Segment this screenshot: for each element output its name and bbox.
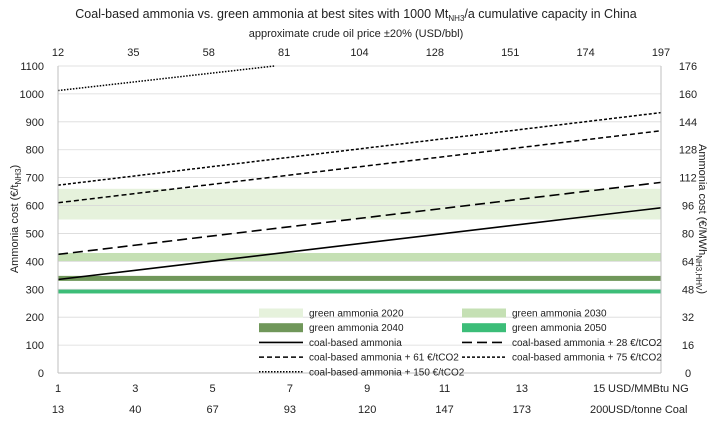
series-line-2 (57, 130, 662, 204)
chart-title: Coal-based ammonia vs. green ammonia at … (75, 7, 636, 23)
y2-tick-label: 128 (679, 145, 697, 157)
top-tick-label: 174 (576, 47, 594, 59)
x-tick-label-ng: 15 (593, 383, 605, 395)
y2-tick-label: 80 (682, 228, 694, 240)
legend-label: coal-based ammonia + 28 €/tCO2 (512, 338, 662, 349)
y-tick-label: 500 (26, 228, 44, 240)
band-2050 (58, 289, 661, 294)
x-tick-label-coal: 173 (513, 404, 531, 416)
y2-tick-label: 144 (679, 117, 697, 129)
top-tick-label: 151 (501, 47, 519, 59)
legend-swatch (259, 308, 303, 318)
y2-tick-label: 112 (679, 173, 697, 185)
band-2030 (58, 252, 661, 262)
x-tick-label-coal: 120 (358, 404, 376, 416)
top-tick-label: 128 (426, 47, 444, 59)
legend-swatch (462, 323, 506, 333)
top-tick-label: 104 (350, 47, 368, 59)
top-axis-label: approximate crude oil price ±20% (USD/bb… (249, 28, 464, 40)
x-tick-label-ng: 13 (516, 383, 528, 395)
top-tick-label: 12 (52, 47, 64, 59)
band-2040 (58, 275, 661, 281)
x-tick-label-coal: 93 (284, 404, 296, 416)
x-unit-coal: USD/tonne Coal (608, 404, 688, 416)
legend-label: green ammonia 2030 (512, 309, 607, 320)
x-tick-label-ng: 1 (55, 383, 61, 395)
y2-tick-label: 32 (682, 312, 694, 324)
x-unit-ng: USD/MMBtu NG (608, 383, 689, 395)
series-line-4 (57, 65, 275, 92)
y2-tick-label: 64 (682, 256, 694, 268)
y-tick-label: 200 (26, 312, 44, 324)
y2-tick-label: 176 (679, 61, 697, 73)
legend-swatch (462, 308, 506, 318)
y-tick-label: 100 (26, 340, 44, 352)
legend-label: green ammonia 2020 (309, 309, 404, 320)
top-tick-label: 35 (127, 47, 139, 59)
y-tick-label: 900 (26, 117, 44, 129)
legend-swatch (259, 323, 303, 333)
y2-tick-label: 0 (685, 368, 691, 380)
legend-label: coal-based ammonia + 75 €/tCO2 (512, 353, 662, 364)
y2-tick-label: 16 (682, 340, 694, 352)
x-tick-label-coal: 67 (206, 404, 218, 416)
x-tick-label-coal: 200 (590, 404, 608, 416)
band-2020 (58, 188, 661, 220)
y-tick-label: 0 (38, 368, 44, 380)
y2-tick-label: 160 (679, 89, 697, 101)
x-tick-label-coal: 13 (52, 404, 64, 416)
left-axis-label: Ammonia cost (€/tNH3) (9, 165, 23, 273)
legend-label: green ammonia 2040 (309, 323, 404, 334)
y-tick-label: 400 (26, 256, 44, 268)
right-axis-label: Ammonia cost (€/MWhNH3,HHV) (694, 144, 708, 294)
legend-label: coal-based ammonia + 61 €/tCO2 (309, 353, 459, 364)
y-tick-label: 1000 (20, 89, 44, 101)
series-line-0 (57, 206, 662, 281)
y2-tick-label: 96 (682, 201, 694, 213)
y2-tick-label: 48 (682, 284, 694, 296)
x-tick-label-ng: 7 (287, 383, 293, 395)
x-tick-label-coal: 147 (435, 404, 453, 416)
x-tick-label-coal: 40 (129, 404, 141, 416)
y-tick-label: 800 (26, 145, 44, 157)
x-tick-label-ng: 5 (210, 383, 216, 395)
x-tick-label-ng: 9 (364, 383, 370, 395)
y-tick-label: 600 (26, 201, 44, 213)
top-tick-label: 81 (278, 47, 290, 59)
series-line-1 (57, 181, 662, 256)
legend-label: coal-based ammonia (309, 338, 402, 349)
legend-label: green ammonia 2050 (512, 323, 607, 334)
top-tick-label: 58 (203, 47, 215, 59)
top-tick-label: 197 (652, 47, 670, 59)
series-line-3 (57, 111, 662, 186)
x-tick-label-ng: 3 (132, 383, 138, 395)
legend-label: coal-based ammonia + 150 €/tCO2 (309, 367, 465, 378)
y-tick-label: 300 (26, 284, 44, 296)
x-tick-label-ng: 11 (439, 383, 450, 395)
y-tick-label: 700 (26, 173, 44, 185)
y-tick-label: 1100 (20, 61, 44, 73)
